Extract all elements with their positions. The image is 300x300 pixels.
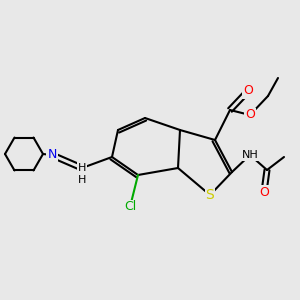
Text: Cl: Cl (124, 200, 136, 214)
Text: O: O (243, 85, 253, 98)
Text: N: N (47, 148, 57, 161)
Text: H: H (78, 163, 86, 173)
Text: NH: NH (242, 150, 258, 160)
Text: O: O (259, 185, 269, 199)
Text: H: H (78, 175, 86, 185)
Text: S: S (206, 188, 214, 202)
Text: O: O (245, 109, 255, 122)
